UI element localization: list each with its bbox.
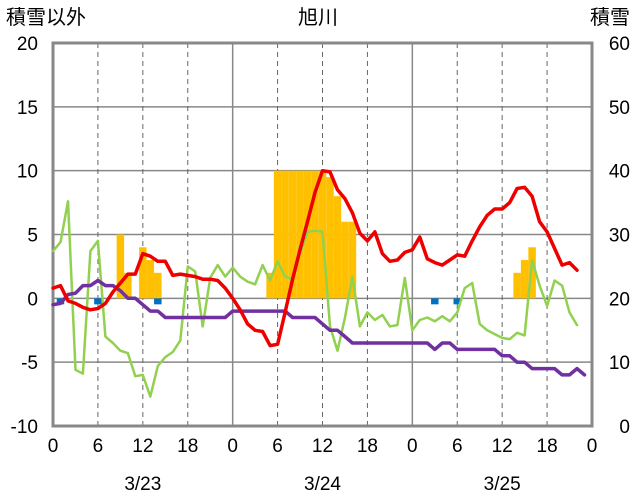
orange-bar (311, 170, 319, 299)
y-left-tick-label: 0 (27, 289, 38, 310)
blue-bar (94, 298, 102, 305)
orange-bar (124, 272, 132, 299)
y-left-tick-label: -10 (11, 417, 38, 438)
x-tick-label: 18 (177, 436, 198, 457)
green-series-line (51, 200, 579, 398)
y-left-tick-label: 10 (17, 162, 38, 183)
x-tick-label: 12 (312, 436, 333, 457)
blue-bar (154, 298, 162, 305)
bars-layer (56, 170, 536, 305)
y-left-tick-label: 20 (17, 34, 38, 55)
x-tick-label: 18 (357, 436, 378, 457)
plot-frame-layer (51, 41, 594, 428)
chart-title: 旭川 (298, 5, 338, 29)
y-right-tick-label: 0 (619, 417, 630, 438)
orange-bar (281, 170, 289, 299)
orange-bar (348, 221, 357, 299)
orange-bar (326, 177, 334, 299)
orange-bar (288, 170, 297, 299)
x-tick-label: 0 (227, 436, 238, 457)
orange-bar (273, 170, 282, 299)
red-series-line (51, 168, 579, 348)
y-left-tick-label: -5 (21, 353, 38, 374)
x-tick-label: 0 (587, 436, 598, 457)
x-tick-label: 0 (407, 436, 418, 457)
x-tick-label: 6 (452, 436, 463, 457)
plot-border (51, 41, 594, 428)
y-right-tick-label: 20 (609, 289, 630, 310)
x-day-label: 3/25 (484, 474, 521, 495)
purple-series-line (51, 278, 587, 377)
x-tick-label: 12 (132, 436, 153, 457)
orange-bar (341, 221, 349, 299)
orange-bar (528, 247, 536, 299)
orange-bar (333, 196, 342, 299)
orange-bar (266, 272, 274, 299)
x-tick-label: 6 (272, 436, 283, 457)
orange-bar (296, 170, 304, 299)
x-tick-label: 0 (48, 436, 59, 457)
orange-bar (139, 247, 147, 299)
orange-bar (116, 234, 125, 299)
x-tick-label: 12 (492, 436, 513, 457)
x-day-label: 3/23 (124, 474, 161, 495)
blue-bar (453, 298, 461, 305)
orange-bar (154, 272, 162, 299)
y-right-tick-label: 50 (609, 98, 630, 119)
x-tick-label: 18 (537, 436, 558, 457)
y-right-tick-label: 40 (609, 162, 630, 183)
x-tick-label: 6 (93, 436, 104, 457)
left-axis-label: 積雪以外 (6, 5, 86, 29)
y-left-tick-label: 15 (17, 98, 38, 119)
orange-bar (520, 260, 529, 299)
y-right-tick-label: 60 (609, 34, 630, 55)
x-day-label: 3/24 (304, 474, 341, 495)
lines-layer (51, 168, 587, 398)
y-left-tick-label: 5 (27, 226, 38, 247)
y-right-tick-label: 30 (609, 226, 630, 247)
orange-bar (146, 260, 155, 299)
blue-bar (431, 298, 439, 305)
orange-bar (513, 272, 521, 299)
y-right-tick-label: 10 (609, 353, 630, 374)
right-axis-label: 積雪 (590, 5, 630, 29)
